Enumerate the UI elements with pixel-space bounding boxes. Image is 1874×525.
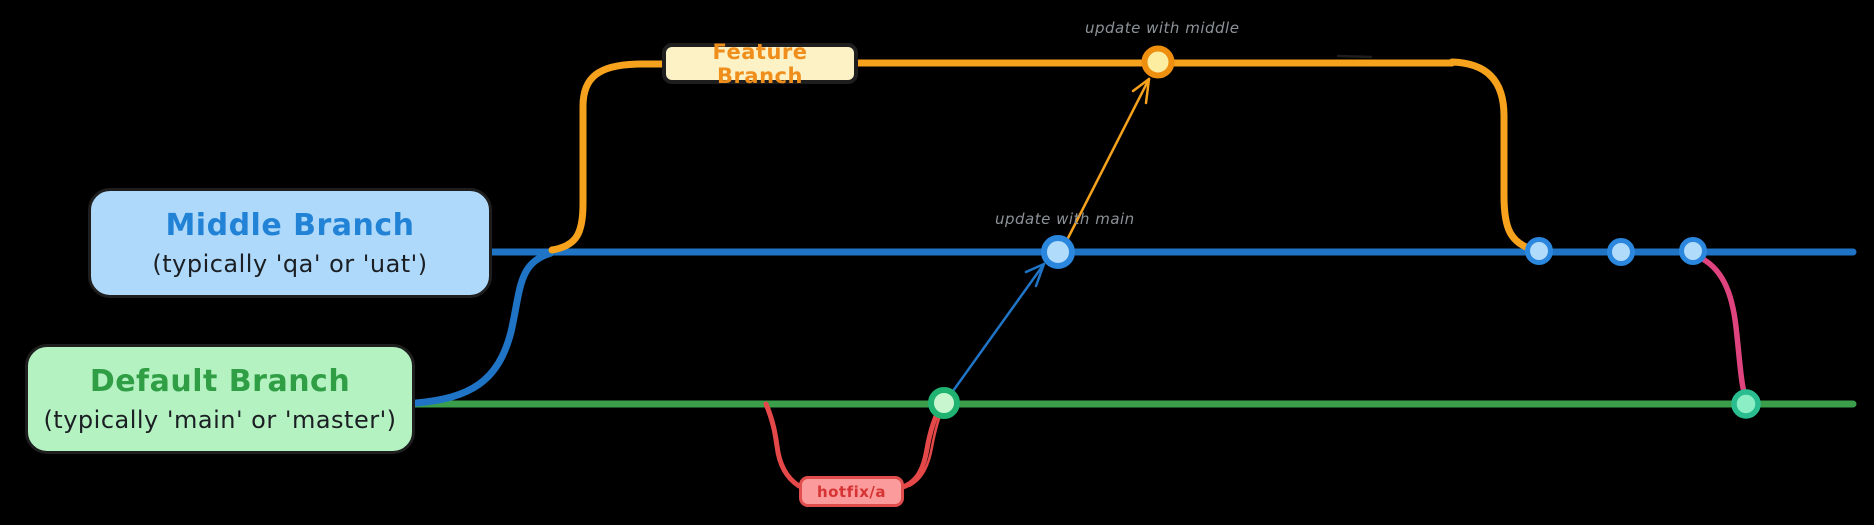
sketch-artifact-tick bbox=[1336, 54, 1373, 59]
feature-branch-fork-curve bbox=[548, 60, 666, 254]
update-with-middle-annotation: update with middle bbox=[1085, 19, 1240, 37]
default-hotfix-merge-commit-node bbox=[928, 387, 960, 419]
middle-commit-node-1 bbox=[1525, 237, 1553, 265]
feature-branch-merge-curve bbox=[1448, 58, 1538, 254]
middle-commit-node-3 bbox=[1679, 237, 1707, 265]
hotfix-fork-curve bbox=[763, 401, 802, 489]
default-branch-title: Default Branch bbox=[89, 364, 351, 400]
default-branch-subtitle: (typically 'main' or 'master') bbox=[43, 405, 397, 434]
default-branch-box: Default Branch (typically 'main' or 'mas… bbox=[25, 344, 415, 454]
middle-branch-subtitle: (typically 'qa' or 'uat') bbox=[152, 249, 428, 278]
update-with-main-arrow bbox=[951, 262, 1046, 393]
middle-branch-title: Middle Branch bbox=[165, 208, 415, 244]
hotfix-branch-label: hotfix/a bbox=[799, 476, 904, 507]
feature-branch-label: Feature Branch bbox=[662, 40, 858, 88]
update-with-middle-arrowhead bbox=[1131, 77, 1151, 105]
middle-update-commit-node bbox=[1041, 235, 1075, 269]
feature-commit-node bbox=[1141, 45, 1175, 79]
middle-branch-fork-curve bbox=[412, 249, 555, 407]
middle-branch-box: Middle Branch (typically 'qa' or 'uat') bbox=[88, 188, 492, 298]
middle-commit-node-2 bbox=[1607, 238, 1635, 266]
update-with-middle-arrow bbox=[1064, 77, 1151, 244]
update-with-main-annotation: update with main bbox=[995, 210, 1135, 228]
default-merge-commit-node bbox=[1731, 389, 1761, 419]
update-with-main-arrowhead bbox=[1024, 262, 1046, 288]
middle-to-default-merge-curve bbox=[1696, 254, 1749, 402]
